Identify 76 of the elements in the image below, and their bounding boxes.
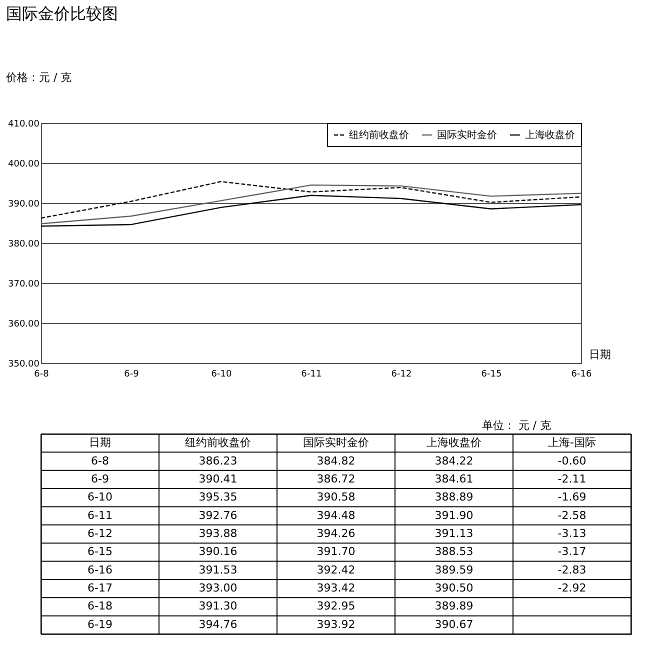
data-label: 392.76 xyxy=(198,508,238,522)
data-label: 394.48 xyxy=(316,508,356,522)
y-tick-label: 410.00 xyxy=(8,120,40,130)
y-tick-label: 390.00 xyxy=(8,200,40,210)
data-label: 393.88 xyxy=(198,527,238,540)
text: 国际实时金价 xyxy=(303,436,369,450)
data-label: 391.13 xyxy=(434,527,474,540)
x-tick-label: 6-15 xyxy=(481,370,502,380)
x-axis-title: 日期 xyxy=(589,348,611,361)
data-label: -3.13 xyxy=(558,527,586,540)
x-tick-label: 6-8 xyxy=(34,370,50,380)
text: 日期 xyxy=(89,436,111,450)
data-label: -0.60 xyxy=(558,454,586,468)
text: 单位： 元 / 克 xyxy=(482,419,551,432)
data-label: 384.82 xyxy=(316,454,356,468)
line-series xyxy=(41,194,581,227)
line-series xyxy=(41,181,581,219)
x-tick-label: 6-16 xyxy=(571,370,592,380)
data-label: 390.67 xyxy=(434,618,474,631)
data-label: 390.16 xyxy=(198,545,238,558)
data-label: 390.41 xyxy=(198,472,238,486)
category-label: 6-12 xyxy=(88,527,112,540)
data-label: -2.58 xyxy=(558,508,586,522)
data-label: 386.23 xyxy=(198,454,238,468)
legend-label: 纽约前收盘价 xyxy=(349,129,409,141)
text: 纽约前收盘价 xyxy=(185,436,251,450)
data-label: 394.76 xyxy=(198,618,238,631)
data-label: -2.83 xyxy=(558,563,586,576)
y-tick-label: 350.00 xyxy=(8,360,40,370)
x-tick-label: 6-10 xyxy=(211,370,232,380)
chart-title: 国际金价比较图 xyxy=(6,4,118,23)
category-label: 6-11 xyxy=(88,508,112,522)
data-label: 392.42 xyxy=(316,563,356,576)
data-label: -3.17 xyxy=(558,545,586,558)
y-tick-label: 360.00 xyxy=(8,320,40,330)
y-axis-title: 价格：元 / 克 xyxy=(5,71,72,84)
data-label: 384.22 xyxy=(434,454,474,468)
data-label: 391.30 xyxy=(198,600,238,613)
category-label: 6-19 xyxy=(88,618,112,631)
category-label: 6-15 xyxy=(88,545,112,558)
data-label: -2.11 xyxy=(558,472,586,486)
x-tick-label: 6-11 xyxy=(301,370,322,380)
data-label: -1.69 xyxy=(558,490,586,504)
data-label: 389.89 xyxy=(434,600,474,613)
category-label: 6-16 xyxy=(88,563,112,576)
data-label: 391.90 xyxy=(434,508,474,522)
data-label: 395.35 xyxy=(198,490,238,504)
data-label: 388.53 xyxy=(434,545,474,558)
data-label: -2.92 xyxy=(558,582,586,595)
y-tick-label: 370.00 xyxy=(8,280,40,290)
category-label: 6-9 xyxy=(91,472,109,486)
data-label: 391.70 xyxy=(316,545,356,558)
data-label: 393.92 xyxy=(316,618,356,631)
category-label: 6-10 xyxy=(88,490,112,504)
data-label: 392.95 xyxy=(316,600,356,613)
y-tick-label: 400.00 xyxy=(8,160,40,170)
text: 上海-国际 xyxy=(548,436,596,450)
data-label: 394.26 xyxy=(316,527,356,540)
text: 上海收盘价 xyxy=(426,436,482,450)
legend-label: 上海收盘价 xyxy=(525,129,575,141)
category-label: 6-18 xyxy=(88,600,112,613)
data-label: 393.42 xyxy=(316,582,356,595)
x-tick-label: 6-12 xyxy=(391,370,412,380)
y-tick-label: 380.00 xyxy=(8,240,40,250)
legend-label: 国际实时金价 xyxy=(437,129,497,141)
data-label: 389.59 xyxy=(434,563,474,576)
category-label: 6-8 xyxy=(91,454,109,468)
data-label: 390.50 xyxy=(434,582,474,595)
data-label: 388.89 xyxy=(434,490,474,504)
category-label: 6-17 xyxy=(88,582,112,595)
data-label: 384.61 xyxy=(434,472,474,486)
data-label: 390.58 xyxy=(316,490,356,504)
x-tick-label: 6-9 xyxy=(124,370,140,380)
data-label: 386.72 xyxy=(316,472,356,486)
data-label: 393.00 xyxy=(198,582,238,595)
data-label: 391.53 xyxy=(198,563,238,576)
